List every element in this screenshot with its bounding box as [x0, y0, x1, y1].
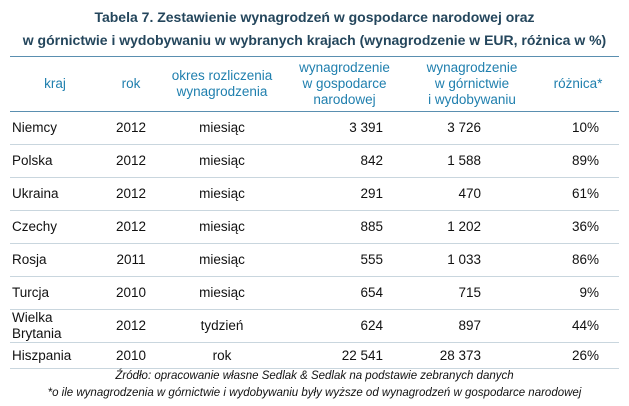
row: Ukraina 2012 miesiąc 291 470 61% [10, 177, 619, 211]
cell: Wielka Brytania [10, 309, 100, 343]
row: Wielka Brytania 2012 tydzień 624 897 44% [10, 309, 619, 343]
cell: 2012 [100, 177, 162, 211]
cell: 2012 [100, 144, 162, 178]
cell: miesiąc [162, 210, 282, 244]
cell: 89% [537, 144, 619, 178]
cell: tydzień [162, 309, 282, 343]
cell: miesiąc [162, 144, 282, 178]
title-line: Tabela 7. Zestawienie wynagrodzeń w gosp… [94, 9, 535, 25]
cell: 86% [537, 243, 619, 277]
header-row: kraj rok okres rozliczenia wynagrodzenia wyn… [10, 56, 619, 112]
footnote: Źródło: opracowanie własne Sedlak & Sedl… [115, 370, 514, 382]
row: Niemcy 2012 miesiąc 3 391 3 726 10% [10, 111, 619, 145]
header-cell: rok [100, 56, 162, 112]
header-line: w górnictwie [434, 76, 510, 91]
footnote: *o ile wynagrodzenia w górnictwie i wydo… [47, 387, 582, 399]
header-cell: kraj [10, 56, 100, 112]
cell: Turcja [10, 276, 100, 310]
cell: 61% [537, 177, 619, 211]
cell: 885 [282, 210, 407, 244]
cell: 22 541 [282, 342, 407, 369]
cell: 2011 [100, 243, 162, 277]
cell: 842 [282, 144, 407, 178]
cell: 654 [282, 276, 407, 310]
header-line: wynagrodzenie [299, 60, 390, 75]
cell: 897 [407, 309, 537, 343]
cell: 9% [537, 276, 619, 310]
table-body: Niemcy 2012 miesiąc 3 391 3 726 10% Polska 2012… [10, 111, 619, 369]
cell: 624 [282, 309, 407, 343]
cell: 1 033 [407, 243, 537, 277]
cell: Niemcy [10, 111, 100, 145]
title-line: w górnictwie i wydobywaniu w wybranych k… [22, 32, 607, 48]
cell: 1 202 [407, 210, 537, 244]
table: kraj rok okres rozliczenia wynagrodzenia wyn… [10, 56, 619, 369]
header-line: w gospodarce [302, 76, 387, 91]
header-line: różnica* [553, 76, 603, 91]
header-line: kraj [44, 76, 66, 91]
header-cell: wynagrodzenie w górnictwie i wydobywaniu [407, 56, 537, 112]
cell: 28 373 [407, 342, 537, 369]
cell: 44% [537, 309, 619, 343]
header-line: i wydobywaniu [428, 92, 516, 107]
cell: 2012 [100, 210, 162, 244]
cell: 3 391 [282, 111, 407, 145]
cell: Czechy [10, 210, 100, 244]
row: Hiszpania 2010 rok 22 541 28 373 26% [10, 342, 619, 369]
cell: miesiąc [162, 243, 282, 277]
cell: 2010 [100, 342, 162, 369]
cell: miesiąc [162, 111, 282, 145]
header-line: rok [121, 76, 141, 91]
cell: 3 726 [407, 111, 537, 145]
cell: Ukraina [10, 177, 100, 211]
cell: 715 [407, 276, 537, 310]
cell: Hiszpania [10, 342, 100, 369]
row: Rosja 2011 miesiąc 555 1 033 86% [10, 243, 619, 277]
cell: Polska [10, 144, 100, 178]
cell: 26% [537, 342, 619, 369]
cell: rok [162, 342, 282, 369]
cell: 36% [537, 210, 619, 244]
cell: miesiąc [162, 177, 282, 211]
cell: 2012 [100, 309, 162, 343]
header-cell: wynagrodzenie w gospodarce narodowej [282, 56, 407, 112]
header-line: wynagrodzenie [426, 60, 518, 75]
cell: Rosja [10, 243, 100, 277]
cell: 2010 [100, 276, 162, 310]
cell: 10% [537, 111, 619, 145]
cell: miesiąc [162, 276, 282, 310]
cell: 555 [282, 243, 407, 277]
header-line: okres rozliczenia [171, 68, 273, 83]
header-line: narodowej [313, 92, 376, 107]
row: Czechy 2012 miesiąc 885 1 202 36% [10, 210, 619, 244]
cell: 1 588 [407, 144, 537, 178]
cell: 291 [282, 177, 407, 211]
table-head: kraj rok okres rozliczenia wynagrodzenia wyn… [10, 56, 619, 112]
row: Turcja 2010 miesiąc 654 715 9% [10, 276, 619, 310]
header-line: wynagrodzenia [176, 84, 268, 99]
header-cell: różnica* [537, 56, 619, 112]
header-cell: okres rozliczenia wynagrodzenia [162, 56, 282, 112]
cell: 2012 [100, 111, 162, 145]
cell: 470 [407, 177, 537, 211]
row: Polska 2012 miesiąc 842 1 588 89% [10, 144, 619, 178]
